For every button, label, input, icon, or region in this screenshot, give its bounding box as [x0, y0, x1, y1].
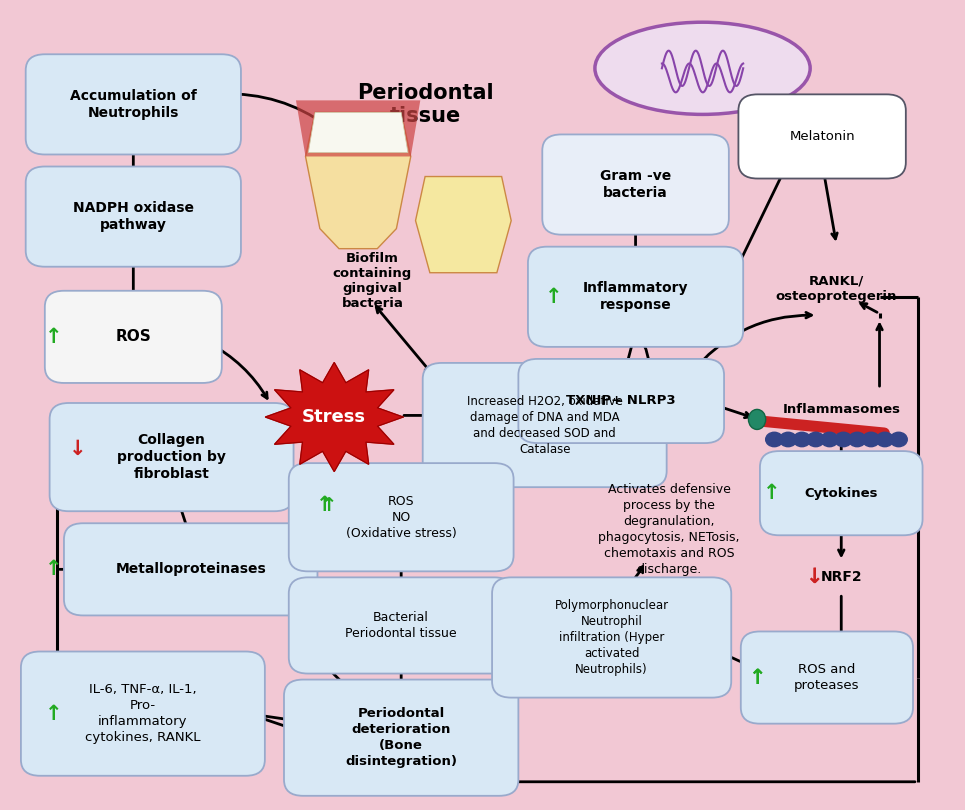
FancyBboxPatch shape	[492, 578, 731, 697]
Text: NADPH oxidase
pathway: NADPH oxidase pathway	[72, 201, 194, 232]
Text: ↓: ↓	[806, 567, 823, 587]
FancyBboxPatch shape	[289, 578, 513, 674]
Circle shape	[848, 433, 866, 446]
Polygon shape	[265, 363, 403, 471]
Polygon shape	[416, 177, 511, 273]
FancyBboxPatch shape	[64, 523, 317, 616]
FancyBboxPatch shape	[738, 94, 906, 178]
Text: Stress: Stress	[302, 408, 366, 426]
Text: ROS
NO
(Oxidative stress): ROS NO (Oxidative stress)	[345, 495, 456, 539]
Circle shape	[890, 433, 907, 446]
Polygon shape	[306, 113, 411, 249]
FancyBboxPatch shape	[542, 134, 729, 235]
Text: ↑: ↑	[749, 667, 767, 688]
Text: Inflammatory
response: Inflammatory response	[583, 281, 688, 313]
Text: Periodontal
tissue: Periodontal tissue	[357, 83, 493, 126]
FancyBboxPatch shape	[21, 651, 264, 776]
FancyBboxPatch shape	[528, 247, 743, 347]
FancyBboxPatch shape	[49, 403, 293, 511]
Text: ROS and
proteases: ROS and proteases	[794, 663, 860, 692]
Circle shape	[835, 433, 852, 446]
Text: Inflammasomes: Inflammasomes	[783, 403, 900, 416]
FancyBboxPatch shape	[289, 463, 513, 571]
FancyBboxPatch shape	[26, 54, 241, 155]
Text: Biofilm
containing
gingival
bacteria: Biofilm containing gingival bacteria	[333, 252, 412, 309]
Polygon shape	[309, 113, 408, 152]
Circle shape	[821, 433, 839, 446]
FancyBboxPatch shape	[44, 291, 222, 383]
FancyBboxPatch shape	[284, 680, 518, 795]
Text: TXNIP+ NLRP3: TXNIP+ NLRP3	[566, 394, 676, 407]
Text: ↓: ↓	[69, 439, 87, 459]
Text: ↓: ↓	[806, 567, 823, 587]
Text: Bacterial
Periodontal tissue: Bacterial Periodontal tissue	[345, 611, 457, 640]
Text: ↑: ↑	[45, 327, 63, 347]
Text: Accumulation of
Neutrophils: Accumulation of Neutrophils	[69, 89, 197, 120]
Ellipse shape	[749, 409, 765, 429]
Text: ↑: ↑	[544, 287, 562, 307]
Text: Melatonin: Melatonin	[789, 130, 855, 143]
FancyBboxPatch shape	[518, 359, 724, 443]
FancyBboxPatch shape	[423, 363, 667, 487]
FancyBboxPatch shape	[741, 632, 913, 723]
Circle shape	[793, 433, 811, 446]
Text: ↑: ↑	[320, 496, 337, 514]
Polygon shape	[296, 100, 421, 156]
Text: ↑: ↑	[45, 560, 63, 579]
Text: NRF2: NRF2	[820, 570, 862, 584]
Text: Cytokines: Cytokines	[805, 487, 878, 500]
FancyBboxPatch shape	[26, 167, 241, 266]
Circle shape	[765, 433, 783, 446]
Text: ↑: ↑	[762, 484, 780, 503]
Text: Collagen
production by
fibroblast: Collagen production by fibroblast	[117, 433, 226, 481]
Text: ↑: ↑	[45, 704, 63, 723]
Text: Polymorphonuclear
Neutrophil
infiltration (Hyper
activated
Neutrophils): Polymorphonuclear Neutrophil infiltratio…	[555, 599, 669, 676]
Text: Increased H2O2, oxidative
damage of DNA and MDA
and decreased SOD and
Catalase: Increased H2O2, oxidative damage of DNA …	[467, 394, 622, 455]
Text: IL-6, TNF-α, IL-1,
Pro-
inflammatory
cytokines, RANKL: IL-6, TNF-α, IL-1, Pro- inflammatory cyt…	[85, 683, 201, 744]
Text: ↑: ↑	[316, 495, 333, 515]
Circle shape	[807, 433, 824, 446]
Circle shape	[876, 433, 894, 446]
Text: Metalloproteinases: Metalloproteinases	[116, 562, 266, 577]
Circle shape	[780, 433, 797, 446]
Ellipse shape	[594, 22, 811, 114]
Text: ↑: ↑	[749, 667, 767, 688]
Text: ROS: ROS	[116, 330, 152, 344]
Text: RANKL/
osteoprotegerin: RANKL/ osteoprotegerin	[776, 275, 897, 303]
Text: Activates defensive
process by the
degranulation,
phagocytosis, NETosis,
chemota: Activates defensive process by the degra…	[598, 483, 740, 576]
Text: Periodontal
deterioration
(Bone
disintegration): Periodontal deterioration (Bone disinteg…	[345, 707, 457, 768]
Text: Gram -ve
bacteria: Gram -ve bacteria	[600, 169, 672, 200]
FancyBboxPatch shape	[759, 451, 923, 535]
Circle shape	[863, 433, 880, 446]
